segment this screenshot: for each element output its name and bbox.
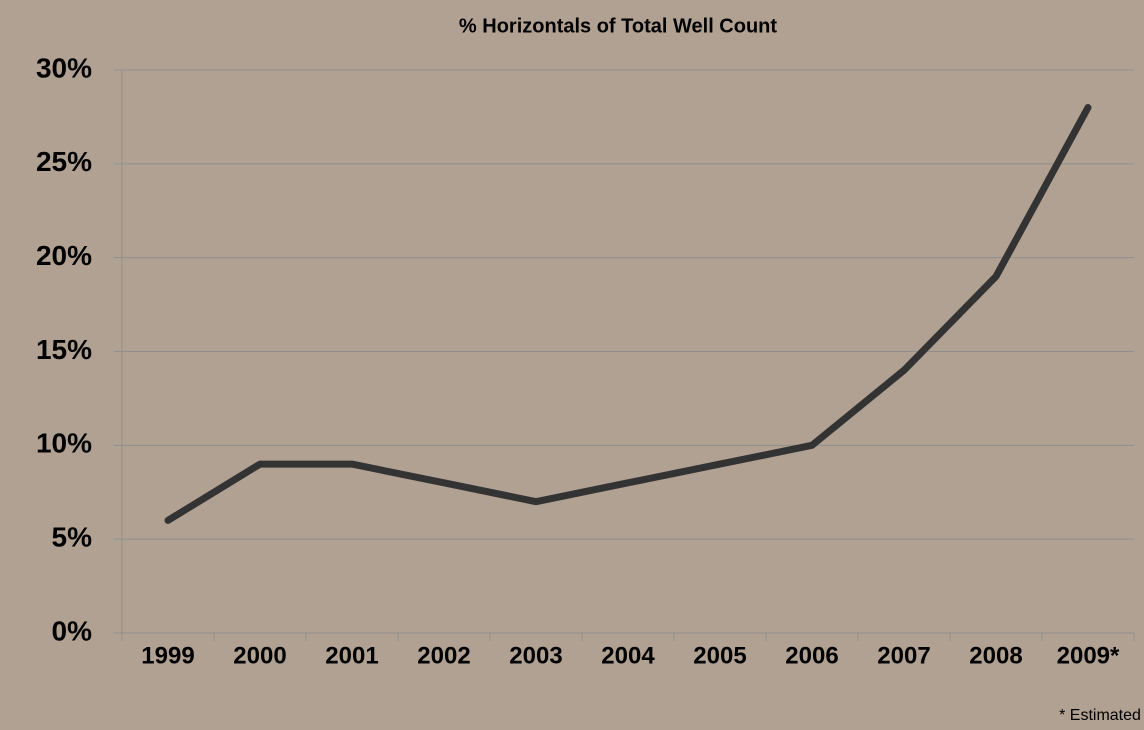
chart-title: % Horizontals of Total Well Count <box>459 15 777 37</box>
y-tick-label: 0% <box>52 615 93 646</box>
x-tick-label: 2004 <box>601 642 655 669</box>
x-tick-label: 2008 <box>969 642 1022 669</box>
y-tick-label: 25% <box>36 146 92 177</box>
x-tick-label: 2006 <box>785 642 838 669</box>
y-tick-label: 20% <box>36 240 92 271</box>
x-tick-label: 2007 <box>877 642 930 669</box>
y-tick-label: 30% <box>36 52 92 83</box>
y-tick-label: 10% <box>36 428 92 459</box>
x-tick-label: 2001 <box>325 642 378 669</box>
x-tick-label: 2002 <box>417 642 470 669</box>
y-tick-label: 15% <box>36 334 92 365</box>
x-tick-label: 2003 <box>509 642 562 669</box>
x-tick-label: 2009* <box>1057 642 1120 669</box>
annotation: * Estimated <box>1059 707 1141 724</box>
y-tick-label: 5% <box>52 522 93 553</box>
x-tick-label: 1999 <box>141 642 194 669</box>
x-tick-label: 2005 <box>693 642 746 669</box>
line <box>164 104 1092 524</box>
x-tick-label: 2000 <box>233 642 286 669</box>
